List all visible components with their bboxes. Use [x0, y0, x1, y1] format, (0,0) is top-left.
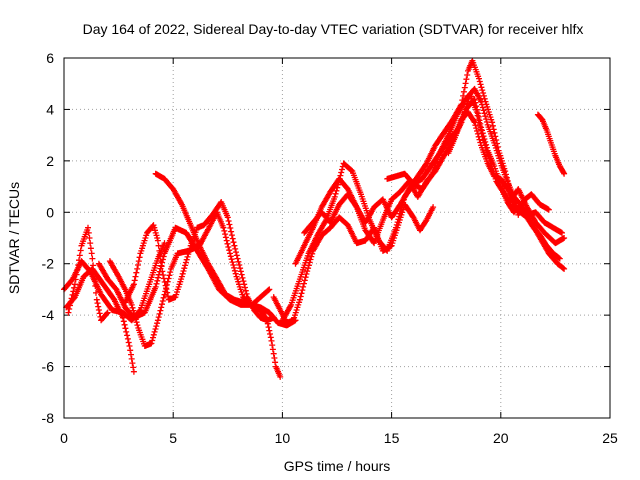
- plus-markers: [301, 91, 568, 247]
- plus-markers: [61, 240, 168, 324]
- plot-frame: [63, 57, 611, 419]
- chart-title: Day 164 of 2022, Sidereal Day-to-day VTE…: [83, 21, 584, 37]
- y-tick-labels: -8 -6 -4 -2 0 2 4 6: [42, 50, 55, 426]
- plus-markers: [292, 57, 552, 267]
- y-tick-label: -2: [42, 256, 55, 272]
- x-axis-label: GPS time / hours: [284, 458, 391, 474]
- data-markers: [61, 57, 568, 380]
- x-tick-label: 25: [602, 430, 618, 446]
- plus-markers: [445, 109, 563, 262]
- plus-markers: [65, 224, 111, 324]
- x-tick-label: 20: [493, 430, 509, 446]
- series-track: [445, 109, 563, 262]
- y-tick-label: -4: [42, 307, 55, 323]
- y-tick-label: 2: [46, 153, 54, 169]
- x-tick-label: 10: [275, 430, 291, 446]
- series-track: [301, 91, 568, 247]
- x-tick-label: 0: [60, 430, 68, 446]
- plus-markers: [152, 170, 299, 329]
- x-tick-label: 15: [384, 430, 400, 446]
- x-tick-labels: 0 5 10 15 20 25: [60, 430, 618, 446]
- series-track: [61, 240, 168, 324]
- y-tick-label: -8: [42, 410, 55, 426]
- series-track: [292, 57, 552, 267]
- y-tick-label: 6: [46, 50, 54, 66]
- plus-markers: [534, 111, 568, 177]
- series-track: [122, 199, 277, 324]
- x-tick-label: 5: [169, 430, 177, 446]
- y-tick-label: 0: [46, 204, 54, 220]
- series-track: [152, 170, 299, 329]
- series-track: [534, 111, 568, 177]
- y-tick-label: -6: [42, 359, 55, 375]
- y-tick-label: 4: [46, 101, 54, 117]
- plus-markers: [122, 199, 277, 324]
- series-track: [65, 224, 111, 324]
- y-axis-label: SDTVAR / TECUs: [6, 182, 22, 294]
